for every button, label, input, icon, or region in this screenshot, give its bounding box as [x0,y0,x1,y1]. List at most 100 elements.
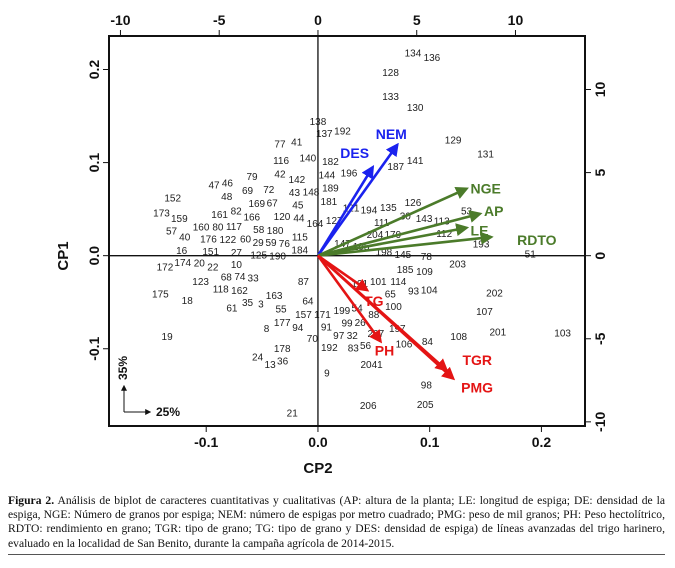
point-label: 70 [307,334,319,345]
point-label: 184 [291,246,308,257]
point-label: 107 [476,307,493,318]
vector-arrow-ap [317,210,483,257]
point-label: 196 [341,168,358,179]
point-label: 8 [264,324,270,335]
vector-arrow-ph [316,254,383,344]
point-label: 35 [242,298,254,309]
point-label: 51 [525,249,537,260]
point-label: 104 [421,286,438,297]
caption-text: Análisis de biplot de caracteres cuantit… [8,494,665,550]
point-label: 142 [289,175,306,186]
x-tick-label: 0.0 [308,434,328,450]
vector-label-ap: AP [484,203,503,219]
point-label: 181 [321,197,338,208]
point-label: 192 [334,126,351,137]
point-label: 76 [279,239,291,250]
point-label: 59 [265,238,277,249]
vector-arrow-nem [316,142,399,257]
point-label: 29 [253,238,265,249]
point-label: 55 [276,304,288,315]
point-label: 61 [226,303,238,314]
point-label: 177 [274,318,291,329]
point-label: 120 [274,212,291,223]
point-label: 114 [390,277,406,288]
point-label: 199 [334,306,351,317]
point-label: 57 [166,226,178,237]
point-label: 67 [267,199,279,210]
point-label: 111 [374,218,390,229]
point-label: 116 [273,156,289,167]
vector-arrow-rdto [317,231,494,257]
point-label: 58 [253,225,265,236]
point-label: 126 [405,198,422,209]
point-label: 103 [554,328,571,339]
point-label: 189 [322,183,339,194]
point-label: 190 [269,252,286,263]
point-label: 148 [303,188,320,199]
point-label: 88 [368,310,380,321]
caption-label: Figura 2. [8,494,55,507]
vector-arrow-des [316,165,375,257]
point-label: 3 [258,300,264,311]
point-label: 176 [200,235,217,246]
x-axis-label: CP2 [303,460,332,477]
point-label: 97 [333,331,345,342]
point-label: 69 [242,186,254,197]
point-label: 113 [434,217,450,228]
point-label: 22 [207,262,219,273]
point-label: 128 [382,68,399,79]
point-label: 175 [152,289,169,300]
point-label: 77 [274,139,286,150]
point-label: 45 [292,200,304,211]
point-label: 127 [326,216,343,227]
x-tick-label: 0.1 [420,434,440,450]
point-label: 53 [461,206,473,217]
point-label: 108 [450,332,467,343]
point-label: 172 [157,262,174,273]
point-label: 60 [240,235,252,246]
vector-label-tgr: TGR [462,352,492,368]
point-label: 26 [355,318,367,329]
point-label: 174 [174,258,191,269]
point-label: 160 [193,222,210,233]
point-label: 36 [277,356,289,367]
point-label: 163 [266,291,283,302]
vector-arrow-nge [317,186,469,257]
vector-label-pmg: PMG [461,380,493,396]
point-label: 164 [307,219,324,230]
point-label: 204 [367,230,384,241]
point-label: 100 [385,302,402,313]
point-label: 117 [226,222,242,233]
point-label: 122 [220,235,237,246]
point-label: 19 [162,332,174,343]
point-label: 20 [194,259,206,270]
point-label: 131 [477,150,494,161]
point-label: 46 [222,179,234,190]
point-label: 133 [382,92,399,103]
point-label: 91 [321,322,333,333]
point-label: 16 [176,246,188,257]
y-tick-label: -0.1 [86,336,102,360]
point-label: 171 [314,310,331,321]
point-label: 193 [473,239,490,250]
point-label: 141 [407,156,424,167]
point-label: 140 [300,153,317,164]
point-label: 74 [234,272,246,283]
point-label: 98 [421,381,433,392]
point-label: 78 [421,252,433,263]
vector-label-ph: PH [375,342,394,358]
top-tick-label: 0 [314,12,322,28]
point-label: 27 [231,248,243,259]
point-label: 64 [302,297,314,308]
point-label: 162 [231,286,248,297]
point-label: 115 [292,233,308,244]
top-tick-label: 10 [508,12,524,28]
vector-label-nge: NGE [471,181,501,197]
point-label: 203 [449,260,466,271]
point-label: 198 [376,247,393,258]
y-axis-label: CP1 [55,241,72,270]
y-tick-label: 0.2 [86,60,102,80]
cp1-variance: 35% [116,356,130,380]
point-label: 137 [316,129,333,140]
